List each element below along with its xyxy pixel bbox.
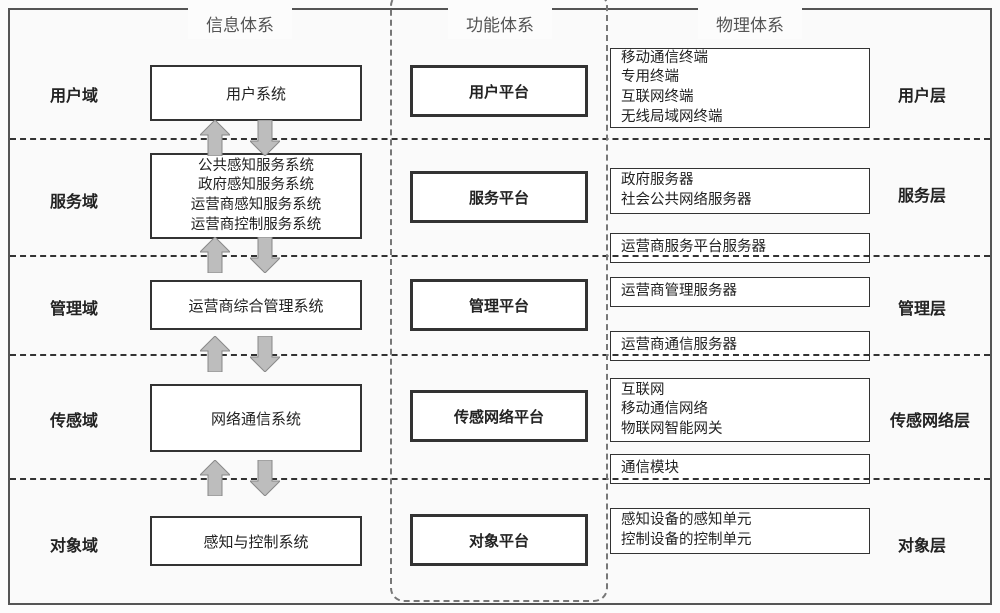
header-physical: 物理体系 [698,7,802,39]
arrow-up-icon [200,336,230,372]
func-box-user-platform: 用户平台 [410,65,588,117]
right-label-user: 用户层 [898,82,946,106]
info-box-user-system: 用户系统 [150,65,362,121]
phys-line: 运营商通信服务器 [621,336,859,356]
phys-line: 移动通信终端 [621,49,859,69]
header-function: 功能体系 [448,7,552,39]
func-box-manage-platform: 管理平台 [410,279,588,331]
row-manage: 管理域 管理层 运营商综合管理系统 管理平台 运营商管理服务器 运营商通信服务器 [10,255,990,354]
phys-line: 运营商管理服务器 [621,282,859,302]
func-box-service-platform: 服务平台 [410,171,588,223]
arrow-pair-4 [200,460,280,496]
func-box-sensor-platform: 传感网络平台 [410,390,588,442]
info-line: 运营商感知服务系统 [191,196,322,216]
row-divider-1 [10,138,990,140]
arrow-down-icon [250,120,280,156]
info-box-manage-system: 运营商综合管理系统 [150,280,362,330]
arrow-up-icon [200,237,230,273]
arrow-up-icon [200,120,230,156]
row-service: 服务域 服务层 公共感知服务系统 政府感知服务系统 运营商感知服务系统 运营商控… [10,138,990,255]
info-line: 运营商控制服务系统 [191,216,322,236]
info-box-sense-control: 感知与控制系统 [150,516,362,566]
phys-line: 移动通信网络 [621,400,859,420]
info-line: 公共感知服务系统 [198,157,314,177]
right-label-service: 服务层 [898,182,946,206]
arrow-down-icon [250,237,280,273]
phys-line: 无线局域网终端 [621,108,859,128]
row-divider-2 [10,255,990,257]
phys-box-service-servers-a: 政府服务器 社会公共网络服务器 [610,168,870,214]
phys-box-manage-server-a: 运营商管理服务器 [610,277,870,307]
phys-line: 互联网终端 [621,88,859,108]
arrow-pair-3 [200,336,280,372]
arrow-down-icon [250,336,280,372]
row-divider-3 [10,354,990,356]
phys-line: 感知设备的感知单元 [621,511,859,531]
left-label-sensor: 传感域 [50,407,98,431]
phys-box-object-units: 感知设备的感知单元 控制设备的控制单元 [610,508,870,554]
arrow-up-icon [200,460,230,496]
arrow-pair-2 [200,237,280,273]
arrow-pair-1 [200,120,280,156]
row-object: 对象域 对象层 感知与控制系统 对象平台 感知设备的感知单元 控制设备的控制单元 [10,478,990,605]
phys-line: 控制设备的控制单元 [621,531,859,551]
phys-line: 通信模块 [621,459,859,479]
left-label-object: 对象域 [50,532,98,556]
info-line: 政府感知服务系统 [198,176,314,196]
left-label-service: 服务域 [50,188,98,212]
phys-line: 专用终端 [621,68,859,88]
phys-line: 政府服务器 [621,171,859,191]
phys-line: 物联网智能网关 [621,420,859,440]
right-label-manage: 管理层 [898,295,946,319]
left-label-manage: 管理域 [50,295,98,319]
row-sensor: 传感域 传感网络层 网络通信系统 传感网络平台 互联网 移动通信网络 物联网智能… [10,354,990,478]
phys-box-sensor-networks: 互联网 移动通信网络 物联网智能网关 [610,378,870,442]
phys-box-user-terminals: 移动通信终端 专用终端 互联网终端 无线局域网终端 [610,48,870,128]
phys-line: 社会公共网络服务器 [621,191,859,211]
row-divider-4 [10,478,990,480]
info-box-service-systems: 公共感知服务系统 政府感知服务系统 运营商感知服务系统 运营商控制服务系统 [150,153,362,239]
right-label-object: 对象层 [898,532,946,556]
phys-line: 互联网 [621,381,859,401]
arrow-down-icon [250,460,280,496]
header-info: 信息体系 [188,7,292,39]
diagram-frame: 信息体系 功能体系 物理体系 用户域 用户层 用户系统 用户平台 移动通信终端 … [8,8,992,605]
func-box-object-platform: 对象平台 [410,514,588,566]
left-label-user: 用户域 [50,82,98,106]
right-label-sensor: 传感网络层 [890,407,970,431]
info-box-network-comm: 网络通信系统 [150,384,362,452]
